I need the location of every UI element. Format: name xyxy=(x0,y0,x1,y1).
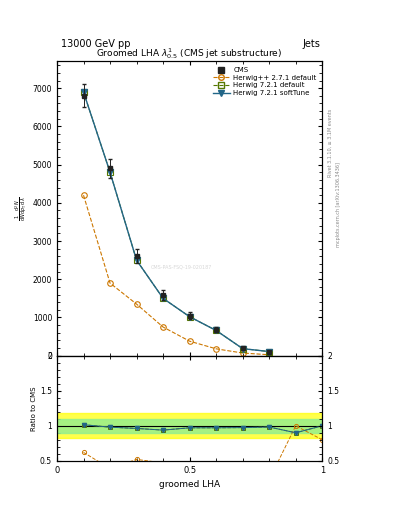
Text: Jets: Jets xyxy=(303,38,320,49)
Bar xyxy=(57,419,322,433)
Text: mcplots.cern.ch [arXiv:1306.3436]: mcplots.cern.ch [arXiv:1306.3436] xyxy=(336,162,341,247)
X-axis label: groomed LHA: groomed LHA xyxy=(159,480,220,489)
Y-axis label: $\frac{1}{\mathrm{d}N} \frac{\mathrm{d}^2N}{\mathrm{d}p_\mathrm{T}\,\mathrm{d}\l: $\frac{1}{\mathrm{d}N} \frac{\mathrm{d}^… xyxy=(13,196,30,221)
Title: Groomed LHA $\lambda^{1}_{0.5}$ (CMS jet substructure): Groomed LHA $\lambda^{1}_{0.5}$ (CMS jet… xyxy=(97,47,283,61)
Text: 13000 GeV pp: 13000 GeV pp xyxy=(61,38,130,49)
Text: CMS-PAS-FSQ-19-020187: CMS-PAS-FSQ-19-020187 xyxy=(151,265,212,270)
Legend: CMS, Herwig++ 2.7.1 default, Herwig 7.2.1 default, Herwig 7.2.1 softTune: CMS, Herwig++ 2.7.1 default, Herwig 7.2.… xyxy=(211,65,319,98)
Bar xyxy=(57,413,322,438)
Text: Rivet 3.1.10, ≥ 3.1M events: Rivet 3.1.10, ≥ 3.1M events xyxy=(328,109,333,178)
Y-axis label: Ratio to CMS: Ratio to CMS xyxy=(31,386,37,431)
